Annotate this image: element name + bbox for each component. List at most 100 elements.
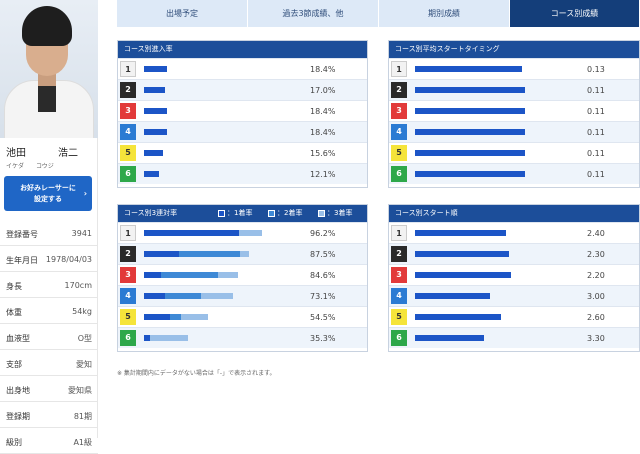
course-value: 0.11 xyxy=(587,86,605,95)
course-number: 4 xyxy=(120,288,136,304)
racer-surname-kana: イケダ xyxy=(6,163,25,170)
legend-third: ：3着率 xyxy=(318,205,352,222)
course-number: 1 xyxy=(391,225,407,241)
rate-bar-third xyxy=(218,272,238,278)
course-row: 5 54.5% xyxy=(118,306,367,327)
course-row: 3 2.20 xyxy=(389,264,639,285)
course-value: 2.20 xyxy=(587,271,605,280)
course-value: 12.1% xyxy=(310,170,336,179)
value-bar xyxy=(415,171,525,177)
rate-bar-first xyxy=(144,335,150,341)
profile-row: 登録番号 3941 xyxy=(0,220,98,246)
course-number: 6 xyxy=(120,166,136,182)
course-row: 1 18.4% xyxy=(118,58,367,79)
course-number: 2 xyxy=(391,246,407,262)
course-number: 5 xyxy=(120,309,136,325)
course-value: 87.5% xyxy=(310,250,336,259)
course-value: 2.40 xyxy=(587,229,605,238)
course-value: 17.0% xyxy=(310,86,336,95)
rate-bar-first xyxy=(144,293,165,299)
value-bar xyxy=(415,293,490,299)
rate-bar-third xyxy=(181,314,208,320)
profile-value: 愛知 xyxy=(76,360,92,369)
profile-value: 81期 xyxy=(73,412,92,421)
course-value: 2.60 xyxy=(587,313,605,322)
profile-key: 体重 xyxy=(6,308,22,317)
racer-given-name: 浩二 xyxy=(58,148,78,159)
profile-value: 愛知県 xyxy=(68,386,92,395)
course-value: 3.30 xyxy=(587,334,605,343)
profile-row: 級別 A1級 xyxy=(0,428,98,454)
tab-1[interactable]: 過去3節成績、他 xyxy=(248,0,379,27)
profile-key: 血液型 xyxy=(6,334,30,343)
value-bar xyxy=(415,335,484,341)
value-bar xyxy=(415,251,509,257)
course-row: 5 2.60 xyxy=(389,306,639,327)
profile-value: 54kg xyxy=(72,307,92,316)
course-row: 3 0.11 xyxy=(389,100,639,121)
profile-value: O型 xyxy=(77,334,92,343)
entry-rate-panel: コース別進入率 1 18.4% 2 17.0% 3 18.4% 4 18.4% 5 15.6% 6 1… xyxy=(117,40,368,188)
value-bar xyxy=(415,150,525,156)
tab-3[interactable]: コース別成績 xyxy=(510,0,640,27)
rate-bar-first xyxy=(144,230,239,236)
legend-second: ：2着率 xyxy=(268,205,302,222)
course-value: 0.11 xyxy=(587,107,605,116)
top3-rate-header: コース別3連対率 ：1着率 ：2着率 ：3着率 xyxy=(118,205,367,222)
start-rank-title: コース別スタート順 xyxy=(389,205,639,222)
course-number: 6 xyxy=(391,166,407,182)
favorite-racer-button[interactable]: お好みレーサーに設定する › xyxy=(4,176,92,211)
course-row: 6 12.1% xyxy=(118,163,367,184)
rate-bar-second xyxy=(170,314,181,320)
course-number: 3 xyxy=(391,267,407,283)
profile-row: 登録期 81期 xyxy=(0,402,98,428)
course-number: 4 xyxy=(391,124,407,140)
top3-rate-title: コース別3連対率 xyxy=(124,209,178,217)
profile-key: 支部 xyxy=(6,360,22,369)
profile-key: 級別 xyxy=(6,438,22,447)
racer-photo xyxy=(0,0,98,138)
profile-value: A1級 xyxy=(73,438,92,447)
course-value: 18.4% xyxy=(310,65,336,74)
course-row: 1 0.13 xyxy=(389,58,639,79)
chevron-right-icon: › xyxy=(83,189,87,198)
course-number: 4 xyxy=(391,288,407,304)
course-value: 96.2% xyxy=(310,229,336,238)
racer-sidebar: 池田 浩二 イケダ コウジ お好みレーサーに設定する › 登録番号 3941 生年… xyxy=(0,0,98,454)
course-number: 5 xyxy=(391,145,407,161)
course-number: 3 xyxy=(120,103,136,119)
value-bar xyxy=(144,66,167,72)
course-number: 2 xyxy=(120,82,136,98)
value-bar xyxy=(415,314,501,320)
tab-2[interactable]: 期別成績 xyxy=(379,0,510,27)
profile-key: 身長 xyxy=(6,282,22,291)
rate-bar-third xyxy=(240,251,249,257)
course-number: 4 xyxy=(120,124,136,140)
course-value: 73.1% xyxy=(310,292,336,301)
course-value: 0.13 xyxy=(587,65,605,74)
course-number: 5 xyxy=(120,145,136,161)
course-number: 2 xyxy=(120,246,136,262)
profile-row: 出身地 愛知県 xyxy=(0,376,98,402)
course-row: 3 18.4% xyxy=(118,100,367,121)
rate-bar-third xyxy=(150,335,188,341)
tab-0[interactable]: 出場予定 xyxy=(117,0,248,27)
course-number: 6 xyxy=(120,330,136,346)
course-number: 1 xyxy=(391,61,407,77)
profile-row: 身長 170cm xyxy=(0,272,98,298)
course-value: 18.4% xyxy=(310,107,336,116)
profile-value: 3941 xyxy=(71,229,92,238)
course-value: 0.11 xyxy=(587,149,605,158)
course-row: 5 15.6% xyxy=(118,142,367,163)
rate-bar-second xyxy=(165,293,201,299)
value-bar xyxy=(415,230,506,236)
course-number: 2 xyxy=(391,82,407,98)
value-bar xyxy=(144,129,167,135)
course-row: 1 96.2% xyxy=(118,222,367,243)
course-value: 54.5% xyxy=(310,313,336,322)
course-number: 5 xyxy=(391,309,407,325)
racer-given-kana: コウジ xyxy=(36,163,54,170)
rate-bar-first xyxy=(144,272,161,278)
value-bar xyxy=(415,272,511,278)
course-value: 15.6% xyxy=(310,149,336,158)
